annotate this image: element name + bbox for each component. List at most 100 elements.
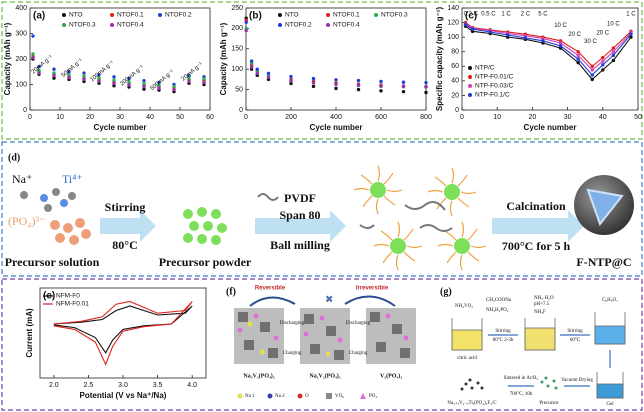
panel-label: (b): [249, 11, 262, 22]
data-point: [67, 75, 71, 80]
annotation: 20 C: [568, 32, 581, 38]
legend-swatch: [278, 13, 282, 17]
data-point: [470, 27, 475, 31]
data-point: [52, 67, 56, 71]
legend-swatch: [468, 93, 472, 97]
reagent: CH₃COONa: [486, 298, 512, 303]
data-point: [506, 33, 510, 37]
data-point: [629, 32, 633, 36]
y-tick-label: 150: [231, 46, 243, 53]
panel-label: (d): [8, 152, 20, 163]
legend-label: NTOF0.1: [117, 12, 144, 19]
y-tick-label: 120: [447, 19, 459, 26]
data-point: [334, 86, 338, 91]
data-point: [187, 76, 191, 80]
data-point: [127, 80, 131, 84]
annotation: 500mA g⁻¹: [149, 69, 175, 92]
data-point: [249, 65, 254, 69]
data-point: [629, 35, 633, 39]
series-line: [465, 22, 632, 68]
data-point: [576, 50, 580, 54]
annotation: Charging: [283, 351, 302, 356]
y-axis-label: Current (mA): [25, 308, 34, 358]
x-tick-label: 0: [28, 114, 32, 121]
frame-top: [1, 1, 643, 140]
data-point: [611, 53, 616, 58]
phase-label: Na₁V₂(PO₄)₃: [309, 372, 340, 379]
annotation: 1 C: [501, 11, 511, 17]
data-point: [82, 77, 86, 82]
legend-label: NTP/C: [475, 65, 495, 72]
annotation: 200mA g⁻¹: [119, 64, 145, 87]
legend-label: NTOF0.2: [165, 12, 192, 19]
x-tick-label: 200: [285, 114, 297, 121]
x-tick-label: 600: [375, 114, 387, 121]
legend-label: Na 2: [275, 394, 285, 399]
process-label: Vacuum Drying: [561, 378, 593, 383]
x-tick-label: 10: [56, 114, 64, 121]
process-label: 700°C, 10h: [510, 392, 533, 397]
y-axis-label: Specific capacity (mAh g⁻¹): [435, 7, 444, 112]
ion-label: Na⁺: [12, 172, 32, 186]
y-tick-label: 0: [23, 107, 27, 114]
reagent: C₆H₈O₇: [602, 298, 618, 303]
data-point: [97, 76, 101, 80]
panel-label: (f): [226, 286, 236, 297]
data-point: [379, 79, 383, 84]
series-line: [465, 23, 632, 71]
annotation: 1 C: [626, 11, 636, 17]
annotation: 5 C: [538, 11, 548, 17]
data-point: [266, 71, 271, 75]
x-tick-label: 20: [86, 114, 94, 121]
legend: [237, 393, 366, 399]
data-point: [334, 82, 338, 86]
panel-f: (f) Reversible Irreversible ✖ Dischargin…: [226, 286, 416, 399]
product-label: Gel: [606, 402, 614, 407]
legend-swatch: [468, 66, 472, 70]
y-tick-label: 0: [455, 107, 459, 114]
data-point: [202, 80, 206, 85]
data-point: [112, 81, 116, 85]
x-tick-label: 20: [529, 114, 537, 121]
process-label: 80°C: [112, 238, 137, 252]
x-tick-label: 50: [176, 114, 184, 121]
legend-swatch: [62, 13, 66, 17]
data-point: [97, 79, 101, 83]
legend-label: O: [305, 394, 309, 399]
y-tick-label: 0: [239, 107, 243, 114]
data-point: [590, 77, 594, 82]
legend-label: VO₆: [335, 394, 344, 399]
legend-swatch: [374, 13, 378, 17]
x-tick-label: 60: [206, 114, 214, 121]
y-axis-label: Capacity (mAh g⁻¹): [3, 22, 12, 95]
x-tick-label: 30: [116, 114, 124, 121]
data-point: [601, 59, 605, 63]
data-point: [142, 87, 146, 91]
data-point: [172, 87, 176, 92]
y-tick-label: 40: [451, 78, 459, 85]
annotation: 100mA g⁻¹: [89, 60, 115, 83]
data-point: [611, 58, 616, 63]
data-point: [463, 23, 468, 27]
x-tick-label: 800: [420, 114, 432, 121]
annotation: 0.5 C: [481, 11, 496, 17]
ion-balls: [20, 188, 91, 245]
y-tick-label: 200: [231, 25, 243, 32]
coated-particles: [353, 165, 487, 271]
x-axis-label: Cycle number: [310, 123, 363, 132]
arrow: [492, 210, 584, 242]
pvdf-icon: [257, 193, 279, 201]
reagent: pH=7.5: [534, 302, 550, 307]
process-label: Stirring: [567, 329, 583, 334]
reagent: citric acid: [457, 356, 477, 361]
data-point: [611, 50, 616, 54]
process-label: Ball milling: [270, 238, 330, 252]
legend-label: NTOF0.2: [285, 22, 312, 29]
legend-swatch: [110, 23, 114, 27]
y-tick-label: 200: [15, 56, 27, 63]
data-point: [112, 75, 116, 79]
step-label: Precursor powder: [159, 255, 252, 269]
process-label: Sintered in Ar/H₂: [504, 376, 539, 381]
